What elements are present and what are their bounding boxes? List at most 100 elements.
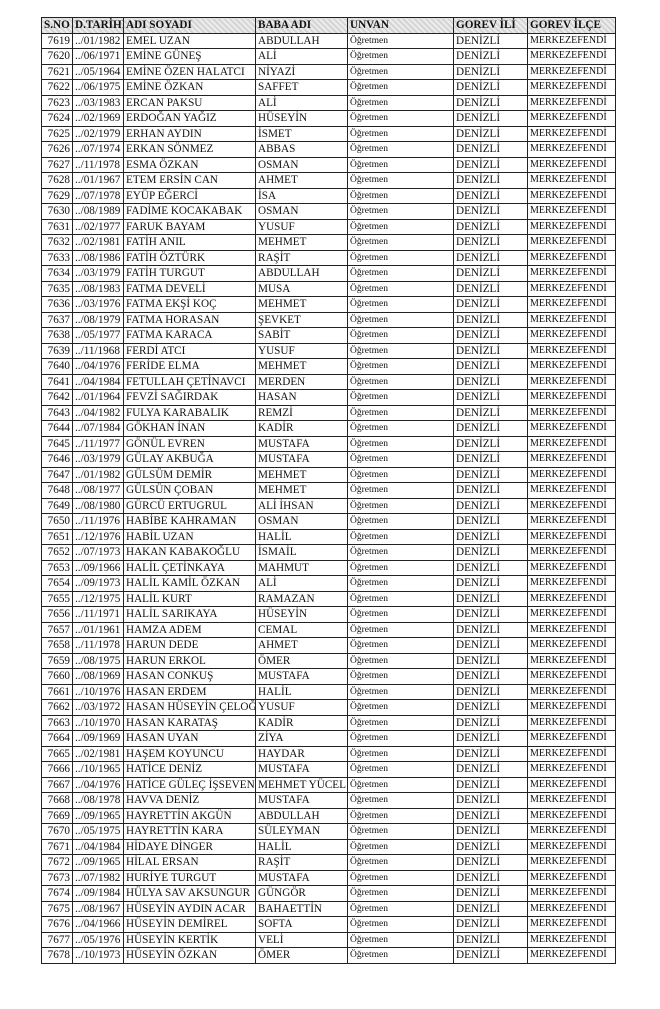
sno-cell: 7665 [41,745,73,762]
district-cell: MERKEZEFENDİ [527,745,616,762]
district-cell: MERKEZEFENDİ [527,776,616,793]
title-cell: Öğretmen [347,373,454,390]
full-name-cell: GÜLAY AKBUĞA [123,451,256,468]
title-cell: Öğretmen [347,869,454,886]
table-row: 7632 ../02/1981 FATİH ANIL MEHMET Öğretmen DE… [41,234,616,251]
table-row: 7644 ../07/1984 GÖKHAN İNAN KADİR Öğretmen DE… [41,420,616,437]
title-cell: Öğretmen [347,141,454,158]
sno-cell: 7631 [41,218,73,235]
table-row: 7654 ../09/1973 HALİL KAMİL ÖZKAN ALİ Öğretm… [41,575,616,592]
sno-cell: 7647 [41,466,73,483]
district-cell: MERKEZEFENDİ [527,249,616,266]
full-name-cell: HAMZA ADEM [123,621,256,638]
province-cell: DENİZLİ [453,451,528,468]
table-row: 7674 ../09/1984 HÜLYA SAV AKSUNGUR GÜNGÖR Öğ… [41,885,616,902]
father-name-cell: ŞEVKET [255,311,348,328]
table-row: 7619 ../01/1982 EMEL UZAN ABDULLAH Öğretmen D… [41,32,616,49]
district-cell: MERKEZEFENDİ [527,528,616,545]
district-cell: MERKEZEFENDİ [527,714,616,731]
table-row: 7673 ../07/1982 HURİYE TURGUT MUSTAFA Öğretm… [41,869,616,886]
province-cell: DENİZLİ [453,389,528,406]
table-row: 7626 ../07/1974 ERKAN SÖNMEZ ABBAS Öğretmen D… [41,141,616,158]
table-row: 7675 ../08/1967 HÜSEYİN AYDIN ACAR BAHAETTİ… [41,900,616,917]
sno-cell: 7678 [41,947,73,964]
title-cell: Öğretmen [347,528,454,545]
province-cell: DENİZLİ [453,513,528,530]
sno-cell: 7633 [41,249,73,266]
sno-cell: 7671 [41,838,73,855]
birth-date-cell: ../08/1986 [72,249,124,266]
sno-cell: 7620 [41,48,73,65]
district-cell: MERKEZEFENDİ [527,451,616,468]
province-cell: DENİZLİ [453,900,528,917]
table-row: 7655 ../12/1975 HALİL KURT RAMAZAN Öğretmen D… [41,590,616,607]
province-cell: DENİZLİ [453,854,528,871]
province-cell: DENİZLİ [453,792,528,809]
full-name-cell: HAŞEM KOYUNCU [123,745,256,762]
birth-date-cell: ../11/1977 [72,435,124,452]
table-row: 7648 ../08/1977 GÜLSÜN ÇOBAN MEHMET Öğretmen… [41,482,616,499]
full-name-cell: HURİYE TURGUT [123,869,256,886]
province-cell: DENİZLİ [453,342,528,359]
title-cell: Öğretmen [347,792,454,809]
full-name-cell: EMİNE ÖZKAN [123,79,256,96]
birth-date-cell: ../10/1973 [72,947,124,964]
table-row: 7641 ../04/1984 FETULLAH ÇETİNAVCI MERDEN Öğ… [41,373,616,390]
district-cell: MERKEZEFENDİ [527,807,616,824]
table-row: 7640 ../04/1976 FERİDE ELMA MEHMET Öğretmen D… [41,358,616,375]
sno-cell: 7654 [41,575,73,592]
title-cell: Öğretmen [347,265,454,282]
sno-cell: 7653 [41,559,73,576]
full-name-cell: HATİCE GÜLEÇ İŞSEVEN [123,776,256,793]
sno-cell: 7675 [41,900,73,917]
birth-date-cell: ../03/1979 [72,451,124,468]
header-father-name: BABA ADI [255,17,348,34]
birth-date-cell: ../07/1974 [72,141,124,158]
father-name-cell: AHMET [255,172,348,189]
father-name-cell: YUSUF [255,342,348,359]
province-cell: DENİZLİ [453,110,528,127]
sno-cell: 7632 [41,234,73,251]
district-cell: MERKEZEFENDİ [527,373,616,390]
full-name-cell: FATİH TURGUT [123,265,256,282]
father-name-cell: ALİ İHSAN [255,497,348,514]
title-cell: Öğretmen [347,311,454,328]
province-cell: DENİZLİ [453,48,528,65]
title-cell: Öğretmen [347,218,454,235]
title-cell: Öğretmen [347,358,454,375]
father-name-cell: GÜNGÖR [255,885,348,902]
district-cell: MERKEZEFENDİ [527,234,616,251]
birth-date-cell: ../02/1977 [72,218,124,235]
table-row: 7676 ../04/1966 HÜSEYİN DEMİREL SOFTA Öğretm… [41,916,616,933]
title-cell: Öğretmen [347,916,454,933]
birth-date-cell: ../03/1976 [72,296,124,313]
birth-date-cell: ../05/1976 [72,931,124,948]
title-cell: Öğretmen [347,32,454,49]
district-cell: MERKEZEFENDİ [527,203,616,220]
father-name-cell: RAMAZAN [255,590,348,607]
title-cell: Öğretmen [347,156,454,173]
sno-cell: 7626 [41,141,73,158]
father-name-cell: MEHMET [255,482,348,499]
province-cell: DENİZLİ [453,172,528,189]
title-cell: Öğretmen [347,621,454,638]
district-cell: MERKEZEFENDİ [527,404,616,421]
province-cell: DENİZLİ [453,79,528,96]
birth-date-cell: ../07/1982 [72,869,124,886]
province-cell: DENİZLİ [453,699,528,716]
title-cell: Öğretmen [347,497,454,514]
table-row: 7652 ../07/1973 HAKAN KABAKOĞLU İSMAİL Öğret… [41,544,616,561]
title-cell: Öğretmen [347,606,454,623]
district-cell: MERKEZEFENDİ [527,606,616,623]
birth-date-cell: ../08/1969 [72,668,124,685]
header-birth-date: D.TARİHİ [72,17,124,34]
table-row: 7653 ../09/1966 HALİL ÇETİNKAYA MAHMUT Öğret… [41,559,616,576]
table-row: 7678 ../10/1973 HÜSEYİN ÖZKAN ÖMER Öğretmen D… [41,947,616,964]
table-row: 7650 ../11/1976 HABİBE KAHRAMAN OSMAN Öğretm… [41,513,616,530]
district-cell: MERKEZEFENDİ [527,466,616,483]
title-cell: Öğretmen [347,327,454,344]
district-cell: MERKEZEFENDİ [527,327,616,344]
full-name-cell: EMİNE ÖZEN HALATCI [123,63,256,80]
full-name-cell: HALİL ÇETİNKAYA [123,559,256,576]
district-cell: MERKEZEFENDİ [527,141,616,158]
